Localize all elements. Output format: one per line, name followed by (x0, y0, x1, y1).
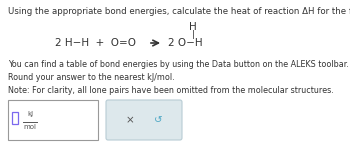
Text: 2 H−H  +  O=O: 2 H−H + O=O (55, 38, 136, 48)
Text: kJ: kJ (27, 111, 33, 117)
Text: 2 O−H: 2 O−H (168, 38, 203, 48)
Text: |: | (191, 30, 195, 39)
Text: mol: mol (23, 124, 36, 130)
Text: Note: For clarity, all lone pairs have been omitted from the molecular structure: Note: For clarity, all lone pairs have b… (8, 86, 334, 95)
Text: ×: × (125, 115, 134, 125)
Text: Using the appropriate bond energies, calculate the heat of reaction ΔH for the f: Using the appropriate bond energies, cal… (8, 7, 350, 16)
Text: ↺: ↺ (154, 115, 163, 125)
FancyBboxPatch shape (8, 100, 98, 140)
FancyBboxPatch shape (106, 100, 182, 140)
Text: You can find a table of bond energies by using the Data button on the ALEKS tool: You can find a table of bond energies by… (8, 60, 349, 69)
Text: H: H (189, 22, 197, 32)
Text: Round your answer to the nearest kJ/mol.: Round your answer to the nearest kJ/mol. (8, 73, 175, 82)
